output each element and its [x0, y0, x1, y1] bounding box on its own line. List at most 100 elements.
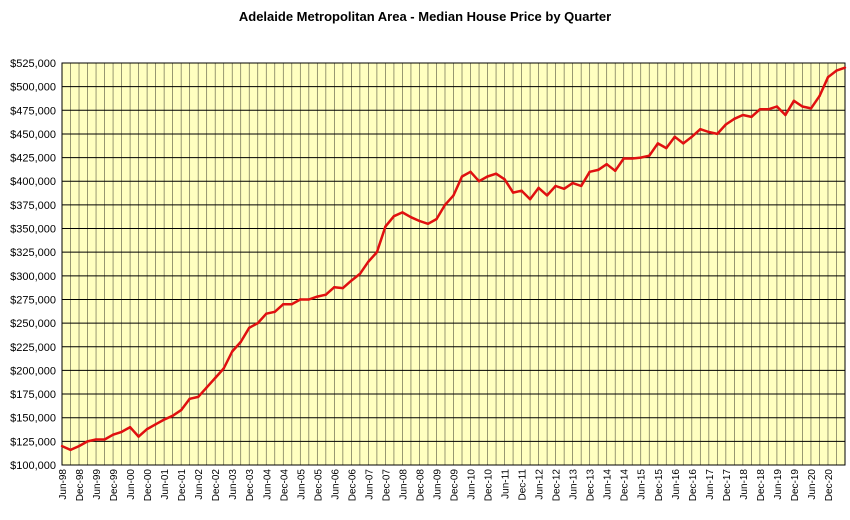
data-point: [648, 154, 651, 157]
data-point: [469, 170, 472, 173]
x-tick-label: Dec-98: [75, 469, 86, 502]
data-point: [282, 303, 285, 306]
data-point: [631, 157, 634, 160]
data-point: [826, 75, 830, 79]
data-point: [307, 298, 311, 301]
x-tick-label: Dec-06: [347, 469, 358, 502]
x-tick-label: Jun-14: [603, 469, 614, 500]
data-point: [716, 132, 719, 136]
data-point: [137, 435, 140, 438]
data-point: [596, 168, 600, 172]
y-tick-label: $100,000: [10, 460, 56, 472]
x-tick-label: Jun-99: [92, 469, 103, 500]
data-point: [222, 367, 225, 370]
data-point: [256, 321, 259, 325]
y-tick-label: $350,000: [10, 224, 56, 236]
x-tick-label: Dec-16: [688, 469, 699, 502]
x-tick-label: Jun-98: [58, 469, 69, 500]
y-tick-label: $525,000: [10, 58, 56, 70]
data-point: [741, 113, 745, 117]
data-point: [801, 105, 804, 108]
data-point: [843, 66, 847, 69]
data-point: [213, 376, 217, 380]
data-point: [409, 215, 413, 219]
data-point: [239, 340, 242, 344]
data-point: [460, 175, 464, 178]
x-tick-label: Dec-19: [790, 469, 801, 502]
data-point: [205, 386, 208, 389]
data-point: [588, 170, 591, 173]
data-point: [614, 169, 617, 173]
data-point: [231, 350, 234, 353]
x-tick-label: Jun-10: [467, 469, 478, 500]
x-tick-label: Jun-17: [705, 469, 716, 500]
data-point: [435, 217, 438, 221]
data-point: [477, 180, 481, 183]
plot-border: [61, 62, 846, 466]
data-point: [316, 295, 319, 298]
x-tick-label: Jun-12: [535, 469, 546, 500]
data-point: [622, 157, 625, 160]
data-point: [94, 438, 98, 441]
x-tick-label: Dec-13: [586, 469, 597, 502]
x-tick-label: Dec-07: [381, 469, 392, 502]
x-tick-label: Dec-00: [143, 469, 154, 502]
y-tick-label: $125,000: [10, 436, 56, 448]
data-point: [571, 181, 574, 185]
x-tick-label: Dec-14: [620, 469, 631, 502]
data-point: [605, 163, 608, 166]
data-point: [145, 427, 149, 431]
y-tick-label: $375,000: [10, 200, 56, 212]
x-tick-label: Jun-13: [569, 469, 580, 500]
data-point: [707, 130, 711, 134]
data-point: [792, 99, 796, 103]
data-point: [562, 187, 566, 191]
x-tick-label: Jun-08: [398, 469, 409, 500]
data-point: [367, 260, 370, 263]
y-tick-label: $225,000: [10, 342, 56, 354]
data-point: [835, 69, 838, 72]
data-point: [818, 94, 821, 98]
data-point: [188, 397, 191, 400]
data-point: [443, 203, 447, 207]
x-tick-label: Dec-99: [109, 469, 120, 502]
x-tick-label: Jun-09: [432, 469, 443, 500]
data-point: [358, 272, 362, 276]
data-point: [784, 113, 787, 117]
data-point: [120, 430, 123, 434]
x-tick-label: Dec-18: [756, 469, 767, 502]
data-point: [758, 108, 762, 111]
data-point: [333, 285, 336, 289]
data-point: [767, 108, 770, 111]
x-tick-label: Jun-01: [160, 469, 171, 500]
y-tick-label: $250,000: [10, 318, 56, 330]
data-point: [162, 418, 166, 421]
x-tick-label: Dec-09: [450, 469, 461, 502]
data-point: [503, 178, 506, 181]
data-point: [486, 175, 489, 178]
y-tick-label: $300,000: [10, 271, 56, 283]
data-point: [537, 186, 540, 190]
data-point: [324, 293, 328, 296]
x-tick-label: Dec-17: [722, 469, 733, 502]
x-tick-label: Jun-19: [773, 469, 784, 500]
data-point: [750, 115, 753, 119]
x-tick-label: Jun-02: [194, 469, 205, 500]
data-point: [452, 194, 455, 197]
x-tick-label: Jun-11: [501, 469, 512, 499]
data-point: [392, 215, 396, 218]
data-point: [384, 225, 387, 228]
x-tick-label: Dec-10: [484, 469, 495, 502]
x-tick-label: Jun-16: [671, 469, 682, 500]
data-point: [528, 198, 532, 201]
x-tick-label: Dec-12: [552, 469, 563, 502]
y-tick-label: $425,000: [10, 153, 56, 165]
data-point: [520, 189, 523, 192]
chart-title: Adelaide Metropolitan Area - Median Hous…: [238, 9, 612, 24]
data-point: [511, 191, 515, 194]
data-point: [69, 448, 72, 452]
y-tick-label: $500,000: [10, 82, 56, 94]
data-point: [639, 156, 642, 159]
x-tick-label: Jun-07: [364, 469, 375, 500]
